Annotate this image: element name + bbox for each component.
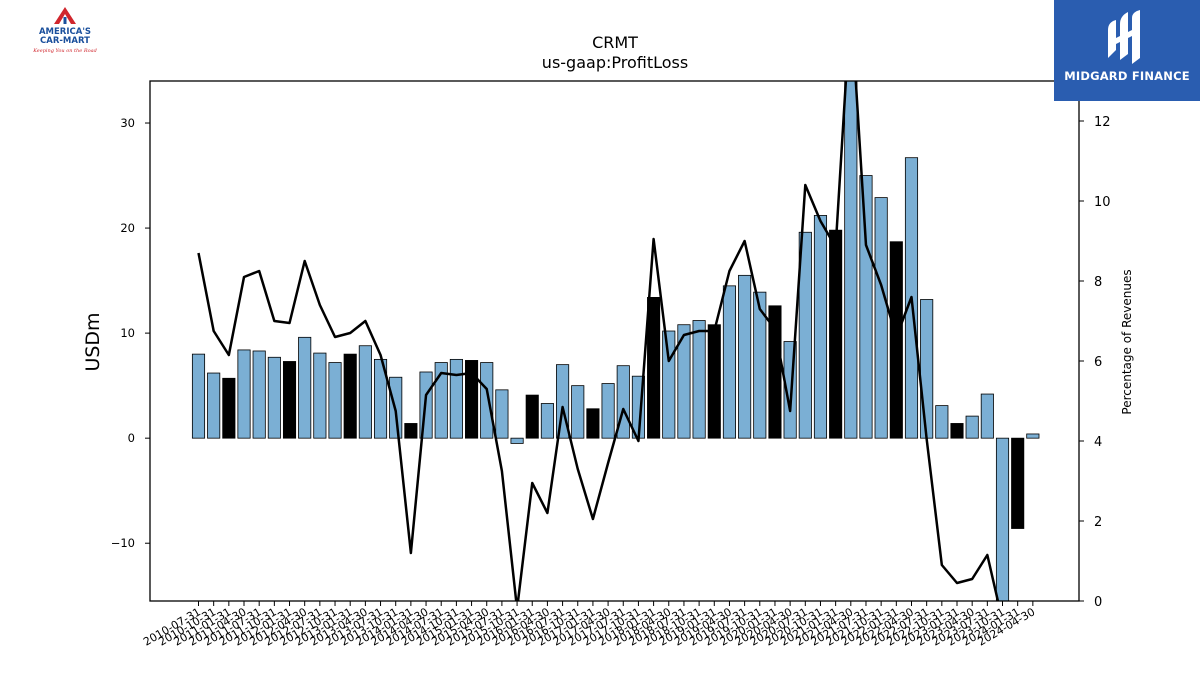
bar	[207, 372, 221, 439]
bar	[525, 394, 539, 439]
right-axis: 0 2 4 6 8 10 12	[1079, 115, 1111, 610]
left-axis: −10 0 10 20 30	[111, 116, 150, 550]
bar	[282, 361, 297, 439]
bar	[495, 389, 509, 439]
bar	[434, 362, 448, 439]
y-tick-label: −10	[111, 536, 135, 550]
bar	[540, 403, 554, 439]
y2-tick-label: 0	[1094, 595, 1102, 610]
plot-frame	[149, 80, 1080, 602]
car-mart-logo-line1: AMERICA'S	[38, 27, 92, 37]
bar-series	[191, 80, 1040, 602]
midgard-logo-text: MIDGARD FINANCE	[1064, 69, 1190, 83]
midgard-finance-logo: MIDGARD FINANCE	[1054, 0, 1200, 101]
car-mart-logo-icon	[54, 7, 76, 24]
y-tick-label: 10	[120, 326, 135, 340]
y2-tick-label: 8	[1094, 275, 1102, 290]
bar	[343, 353, 357, 439]
bar	[738, 274, 752, 439]
bar	[191, 353, 206, 439]
bar	[631, 375, 645, 439]
bar	[859, 175, 873, 439]
midgard-logo-icon	[1108, 10, 1140, 64]
bar	[465, 360, 479, 439]
bar	[358, 345, 372, 439]
bar	[313, 352, 327, 439]
bar	[662, 330, 676, 439]
chart-subtitle: us-gaap:ProfitLoss	[542, 53, 688, 72]
bar	[813, 215, 828, 439]
y2-tick-label: 4	[1094, 435, 1102, 450]
y2-axis-label: Percentage of Revenues	[1120, 269, 1134, 414]
bar	[677, 324, 691, 439]
bar	[252, 350, 266, 439]
bar	[768, 305, 782, 439]
car-mart-logo: AMERICA'S CAR-MART Keeping You on the Ro…	[28, 6, 102, 58]
bar	[722, 285, 736, 439]
bar	[753, 291, 767, 439]
y2-tick-label: 10	[1094, 195, 1111, 210]
y2-tick-label: 2	[1094, 515, 1102, 530]
car-mart-logo-line2: CAR-MART	[40, 36, 90, 46]
bar	[449, 358, 463, 439]
bar	[920, 299, 934, 439]
bar	[798, 231, 812, 439]
bar	[995, 437, 1010, 602]
y-tick-label: 0	[128, 431, 135, 445]
bar	[844, 80, 858, 439]
bar	[237, 349, 251, 439]
bar	[935, 405, 949, 439]
y2-tick-label: 12	[1094, 115, 1111, 130]
bar	[692, 320, 706, 439]
bar	[889, 241, 903, 439]
bar	[267, 356, 281, 439]
y-tick-label: 20	[120, 221, 135, 235]
bar	[601, 383, 615, 439]
bar	[874, 197, 888, 439]
y2-tick-label: 6	[1094, 355, 1102, 370]
bar	[980, 393, 994, 439]
bar	[571, 385, 585, 439]
car-mart-logo-tagline: Keeping You on the Road	[33, 48, 97, 54]
bar	[404, 423, 418, 439]
bar	[510, 437, 524, 444]
bottom-axis: 2010-07-312010-10-312011-01-312011-04-30…	[141, 601, 1037, 649]
chart-title: CRMT	[592, 33, 638, 52]
bar	[586, 408, 600, 439]
y-tick-label: 30	[120, 116, 135, 130]
bar	[1011, 437, 1025, 529]
bar	[950, 423, 964, 439]
bar	[965, 415, 979, 439]
bar	[373, 358, 388, 439]
bar	[298, 336, 312, 439]
bar	[829, 229, 843, 439]
y-axis-label: USDm	[82, 312, 104, 371]
bar	[1026, 433, 1040, 439]
bar	[480, 362, 494, 439]
bar	[647, 296, 661, 439]
bar	[328, 362, 342, 439]
bar	[222, 377, 236, 439]
bar	[707, 324, 721, 439]
